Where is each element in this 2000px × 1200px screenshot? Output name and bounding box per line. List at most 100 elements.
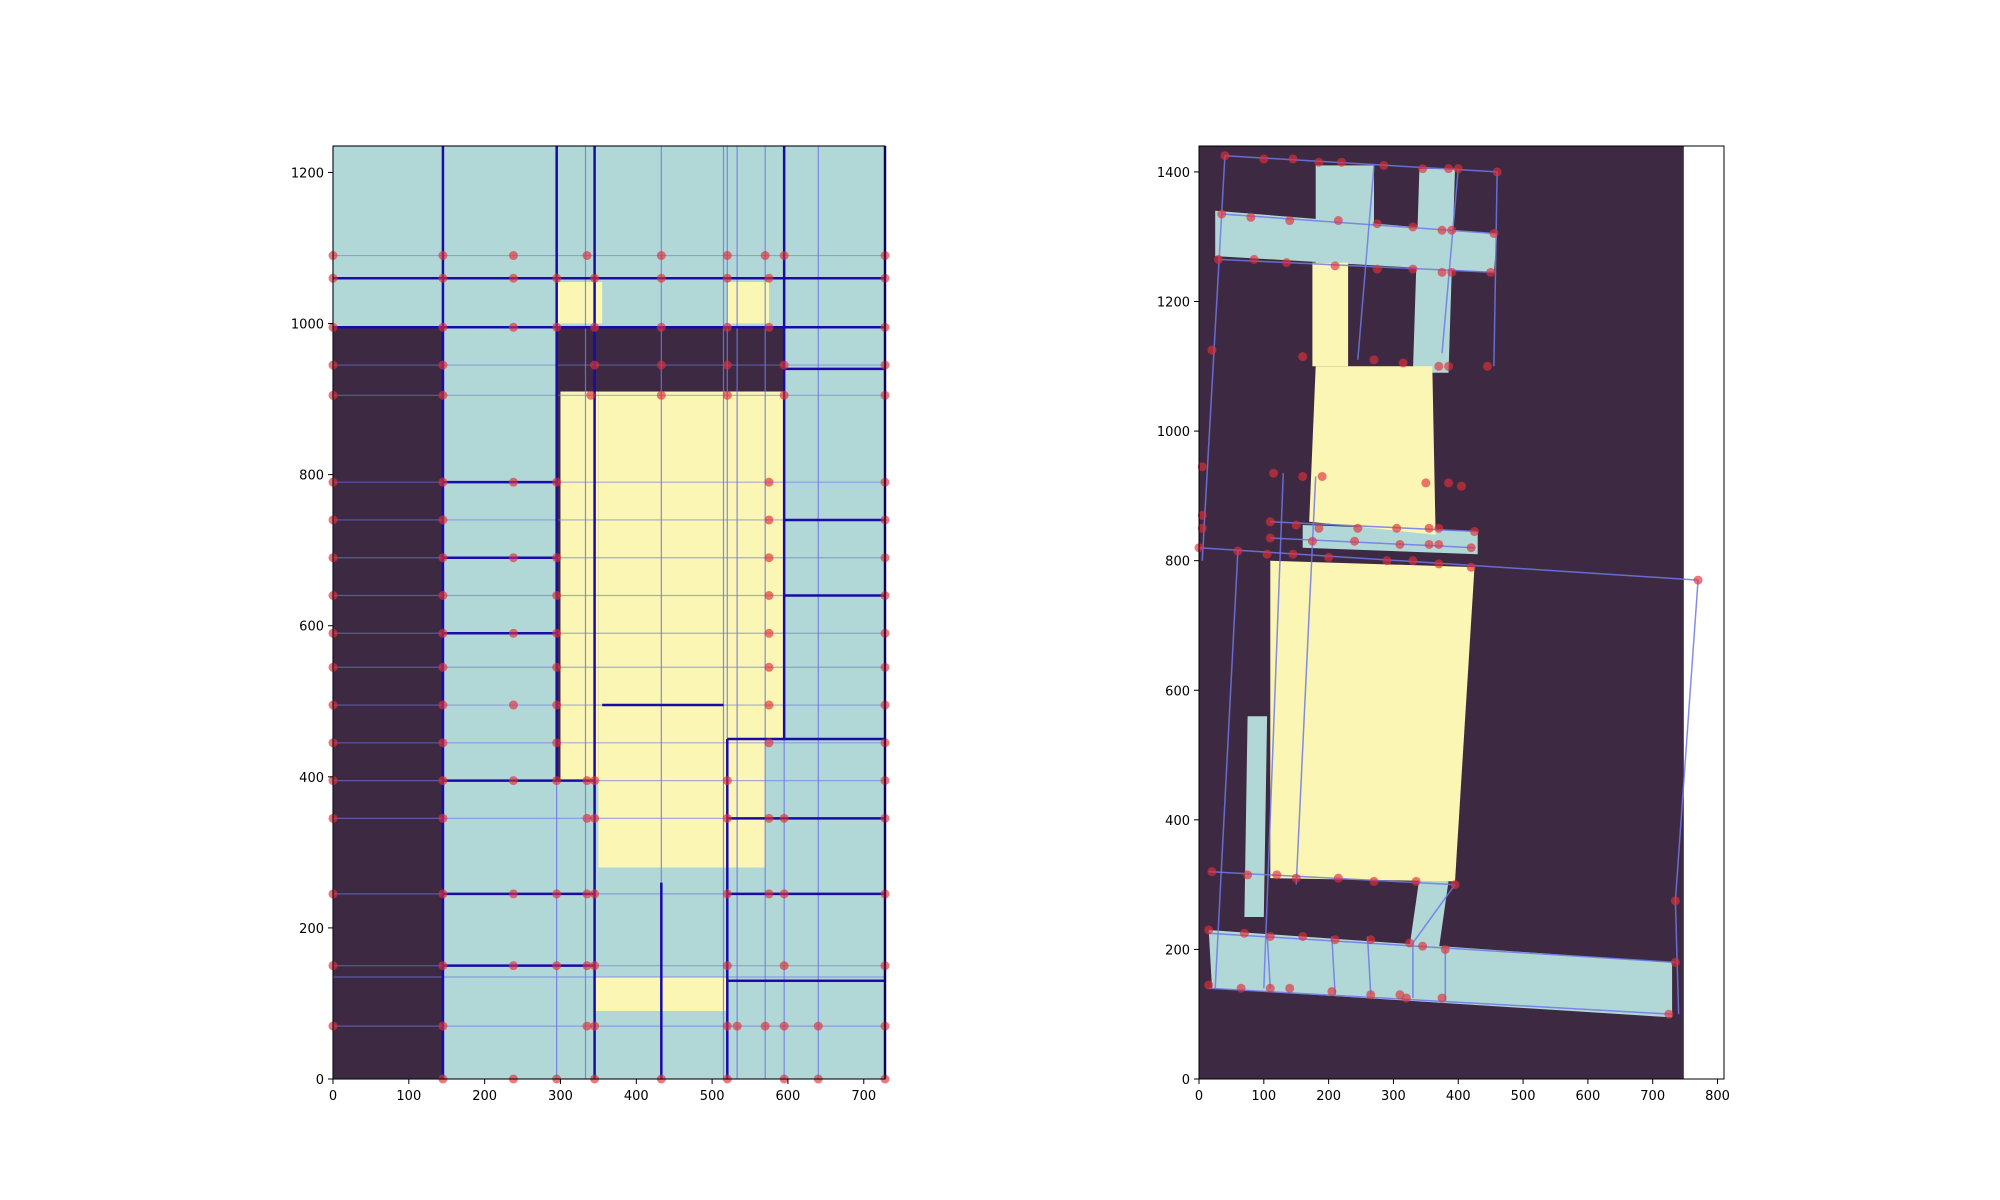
graph-node: [508, 273, 518, 283]
graph-node: [1401, 993, 1411, 1003]
graph-edge: [1198, 546, 1699, 581]
y-tick-label: 1200: [1157, 296, 1190, 311]
graph-node: [590, 1021, 600, 1031]
y-tick-label: 0: [1182, 1073, 1190, 1088]
region-room: [784, 278, 885, 740]
graph-node: [779, 1021, 789, 1031]
graph-node: [1434, 361, 1444, 371]
region-room: [1409, 878, 1449, 950]
floorplan-plot-2: 0 100 200 300 400 500 600 700 800 0 200 400 600 800 10…: [1157, 145, 1730, 1104]
graph-edge: [1263, 473, 1285, 989]
graph-node: [722, 961, 732, 971]
graph-node: [722, 776, 732, 786]
graph-node: [1298, 352, 1308, 362]
graph-node: [590, 776, 600, 786]
x-tick-label: 600: [1575, 1089, 1600, 1104]
graph-node: [656, 360, 666, 370]
graph-node: [552, 700, 562, 710]
graph-node: [1288, 549, 1298, 559]
graph-node: [438, 813, 448, 823]
graph-node: [508, 889, 518, 899]
x-tick-label: 800: [1705, 1089, 1730, 1104]
graph-node: [732, 1021, 742, 1031]
graph-node: [1269, 468, 1279, 478]
graph-node: [1408, 264, 1418, 274]
graph-node: [582, 961, 592, 971]
graph-node: [1207, 867, 1217, 877]
graph-node: [1298, 471, 1308, 481]
graph-node: [1324, 552, 1334, 562]
graph-node: [779, 360, 789, 370]
graph-node: [1466, 562, 1476, 572]
graph-node: [552, 591, 562, 601]
graph-node: [1424, 523, 1434, 533]
graph-node: [1282, 258, 1291, 268]
graph-node: [552, 273, 562, 283]
graph-node: [764, 515, 774, 525]
graph-node: [1434, 559, 1444, 569]
y-tick-label: 600: [299, 620, 324, 635]
graph-node: [1450, 880, 1460, 890]
graph-node: [1285, 216, 1295, 226]
region-corridor: [1309, 366, 1436, 535]
graph-node: [552, 738, 562, 748]
graph-node: [582, 1021, 592, 1031]
region-room: [1208, 930, 1673, 1018]
axes-frame: [332, 145, 886, 1080]
graph-node: [779, 251, 789, 261]
graph-node: [590, 273, 600, 283]
graph-node: [438, 591, 448, 601]
graph-node: [1291, 520, 1301, 530]
graph-node: [438, 477, 448, 487]
region-room: [1315, 165, 1374, 263]
graph-node: [1327, 987, 1337, 997]
graph-node: [656, 322, 666, 332]
graph-node: [1437, 267, 1447, 277]
graph-node: [1330, 935, 1340, 945]
graph-node: [1434, 539, 1444, 549]
graph-edge: [1357, 165, 1375, 360]
graph-node: [1265, 931, 1275, 941]
graph-node: [1285, 983, 1295, 993]
y-tick-label: 800: [1165, 555, 1190, 570]
graph-node: [1333, 216, 1343, 226]
graph-node: [1444, 478, 1454, 488]
x-tick-label: 400: [1446, 1089, 1471, 1104]
graph-node: [1372, 219, 1382, 229]
graph-node: [760, 251, 770, 261]
graph-node: [1437, 993, 1447, 1003]
graph-node: [1670, 896, 1680, 906]
graph-node: [1489, 228, 1499, 238]
graph-node: [722, 251, 732, 261]
graph-node: [1434, 523, 1444, 533]
graph-node: [1288, 154, 1298, 164]
graph-node: [590, 360, 600, 370]
graph-node: [508, 322, 518, 332]
graph-node: [1369, 876, 1379, 886]
graph-node: [1197, 462, 1207, 472]
graph-node: [582, 776, 592, 786]
graph-node: [1395, 539, 1405, 549]
graph-node: [438, 628, 448, 638]
graph-node: [1350, 536, 1360, 546]
graph-edge: [1493, 171, 1498, 367]
graph-node: [582, 251, 592, 261]
graph-node: [1411, 876, 1421, 886]
graph-node: [1418, 164, 1428, 174]
region-corridor: [1270, 560, 1475, 882]
graph-node: [1249, 254, 1259, 264]
graph-node: [1317, 471, 1327, 481]
graph-edge: [1214, 550, 1239, 989]
graph-node: [779, 813, 789, 823]
graph-node: [1444, 164, 1454, 174]
graph-node: [1259, 154, 1269, 164]
graph-node: [722, 360, 732, 370]
graph-node: [1437, 225, 1447, 235]
graph-node: [1372, 264, 1382, 274]
x-tick-label: 300: [1381, 1089, 1406, 1104]
graph-node: [438, 251, 448, 261]
graph-edge: [1366, 936, 1372, 995]
graph-node: [438, 515, 448, 525]
graph-node: [582, 889, 592, 899]
graph-node: [1337, 157, 1347, 167]
